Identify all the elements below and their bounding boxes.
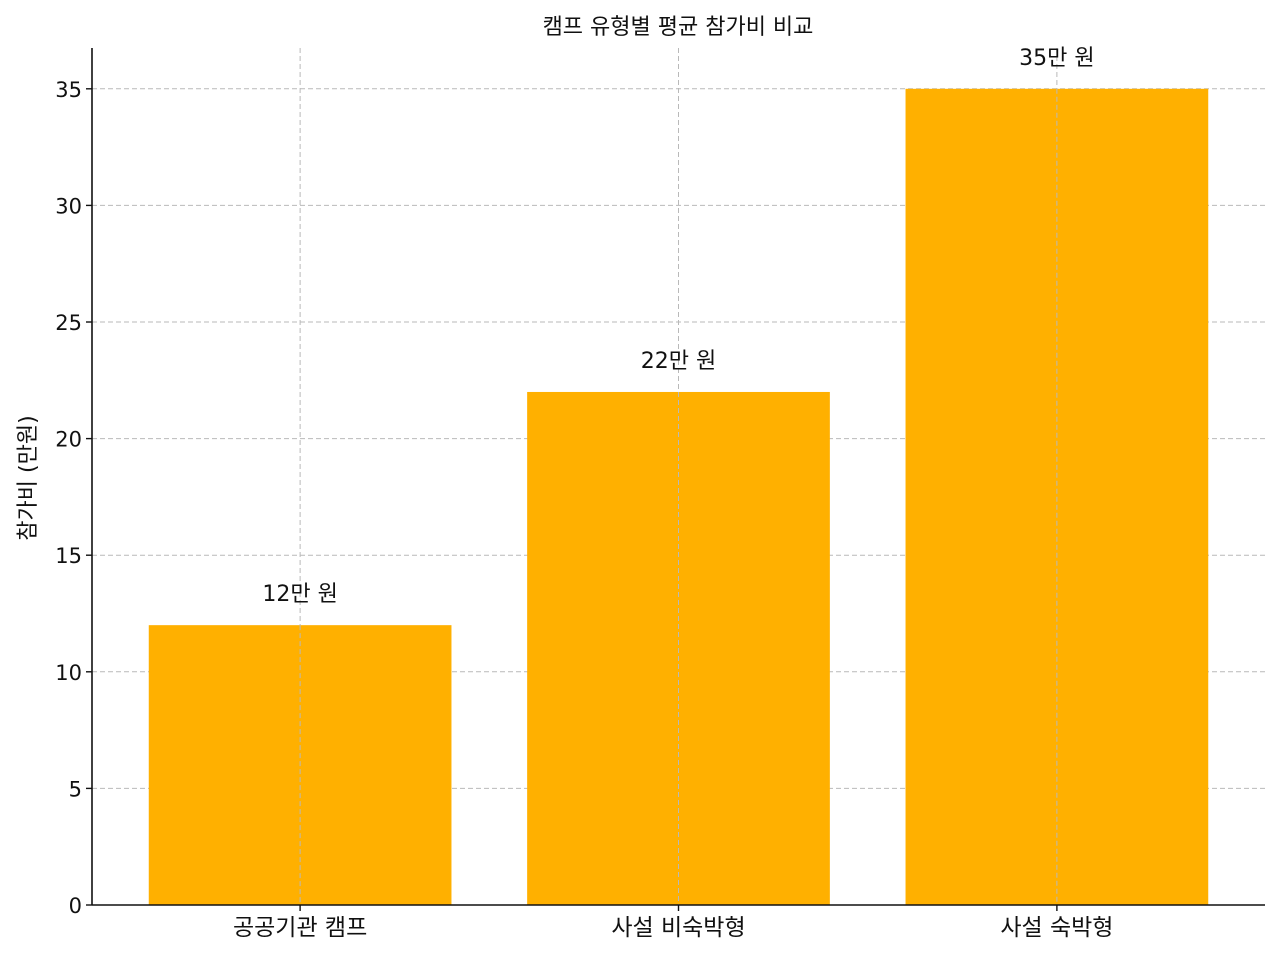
axes <box>86 48 1265 911</box>
x-tick-label: 사설 비숙박형 <box>611 915 745 941</box>
y-tick-label: 0 <box>69 894 82 918</box>
y-tick-label: 25 <box>55 311 82 335</box>
bars <box>148 88 1209 906</box>
data-label: 12만 원 <box>262 582 337 607</box>
y-tick-label: 30 <box>55 194 82 218</box>
x-tick-labels: 공공기관 캠프 사설 비숙박형 사설 숙박형 <box>233 915 1113 941</box>
data-labels: 12만 원 22만 원 35만 원 <box>262 46 1094 607</box>
chart-title: 캠프 유형별 평균 참가비 비교 <box>543 15 814 40</box>
y-tick-label: 10 <box>55 661 82 685</box>
y-tick-label: 15 <box>55 544 82 568</box>
y-tick-label: 20 <box>55 428 82 452</box>
y-tick-labels: 0 5 10 15 20 25 30 35 <box>55 78 82 918</box>
data-label: 35만 원 <box>1019 46 1094 71</box>
y-tick-label: 5 <box>69 777 82 801</box>
y-axis-label: 참가비 (만원) <box>16 415 41 540</box>
x-tick-label: 공공기관 캠프 <box>233 915 367 941</box>
y-tick-label: 35 <box>55 78 82 102</box>
data-label: 22만 원 <box>641 349 716 374</box>
x-tick-label: 사설 숙박형 <box>1000 915 1113 941</box>
